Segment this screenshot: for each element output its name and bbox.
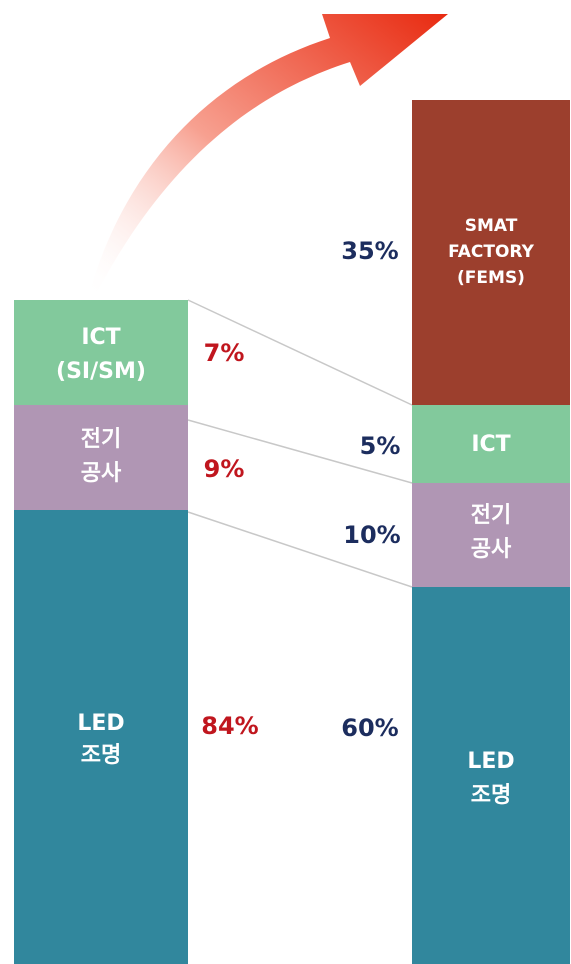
- segment-label: 공사: [471, 537, 512, 562]
- percent-label: 84%: [201, 712, 258, 740]
- percent-label: 35%: [341, 237, 398, 265]
- percent-label: 60%: [341, 714, 398, 742]
- segment: [412, 100, 570, 405]
- percent-label: 9%: [204, 455, 245, 483]
- segment-label: (SI/SM): [56, 359, 146, 384]
- segment-label: LED: [467, 749, 514, 774]
- segment: [412, 483, 570, 587]
- segment-label: 전기: [471, 503, 511, 528]
- percent-label: 7%: [204, 339, 245, 367]
- segment-label: 공사: [81, 461, 122, 486]
- segment-label: 조명: [471, 783, 511, 808]
- segment-label: 전기: [81, 427, 121, 452]
- percent-label: 10%: [343, 521, 400, 549]
- connector: [187, 511, 413, 588]
- growth-arrow: [88, 14, 448, 298]
- segment-label: ICT: [471, 432, 510, 457]
- connector: [187, 419, 413, 484]
- segment-label: 조명: [81, 743, 121, 768]
- segment-label: SMAT: [465, 216, 518, 236]
- segment: [14, 510, 188, 964]
- connector: [187, 299, 413, 406]
- segment: [412, 587, 570, 964]
- segment-label: ICT: [81, 325, 120, 350]
- segment: [14, 405, 188, 510]
- segment: [14, 300, 188, 405]
- segment-label: (FEMS): [457, 268, 525, 288]
- percent-label: 5%: [360, 432, 401, 460]
- segment-label: FACTORY: [448, 242, 535, 262]
- segment-label: LED: [77, 711, 124, 736]
- segment: [412, 405, 570, 483]
